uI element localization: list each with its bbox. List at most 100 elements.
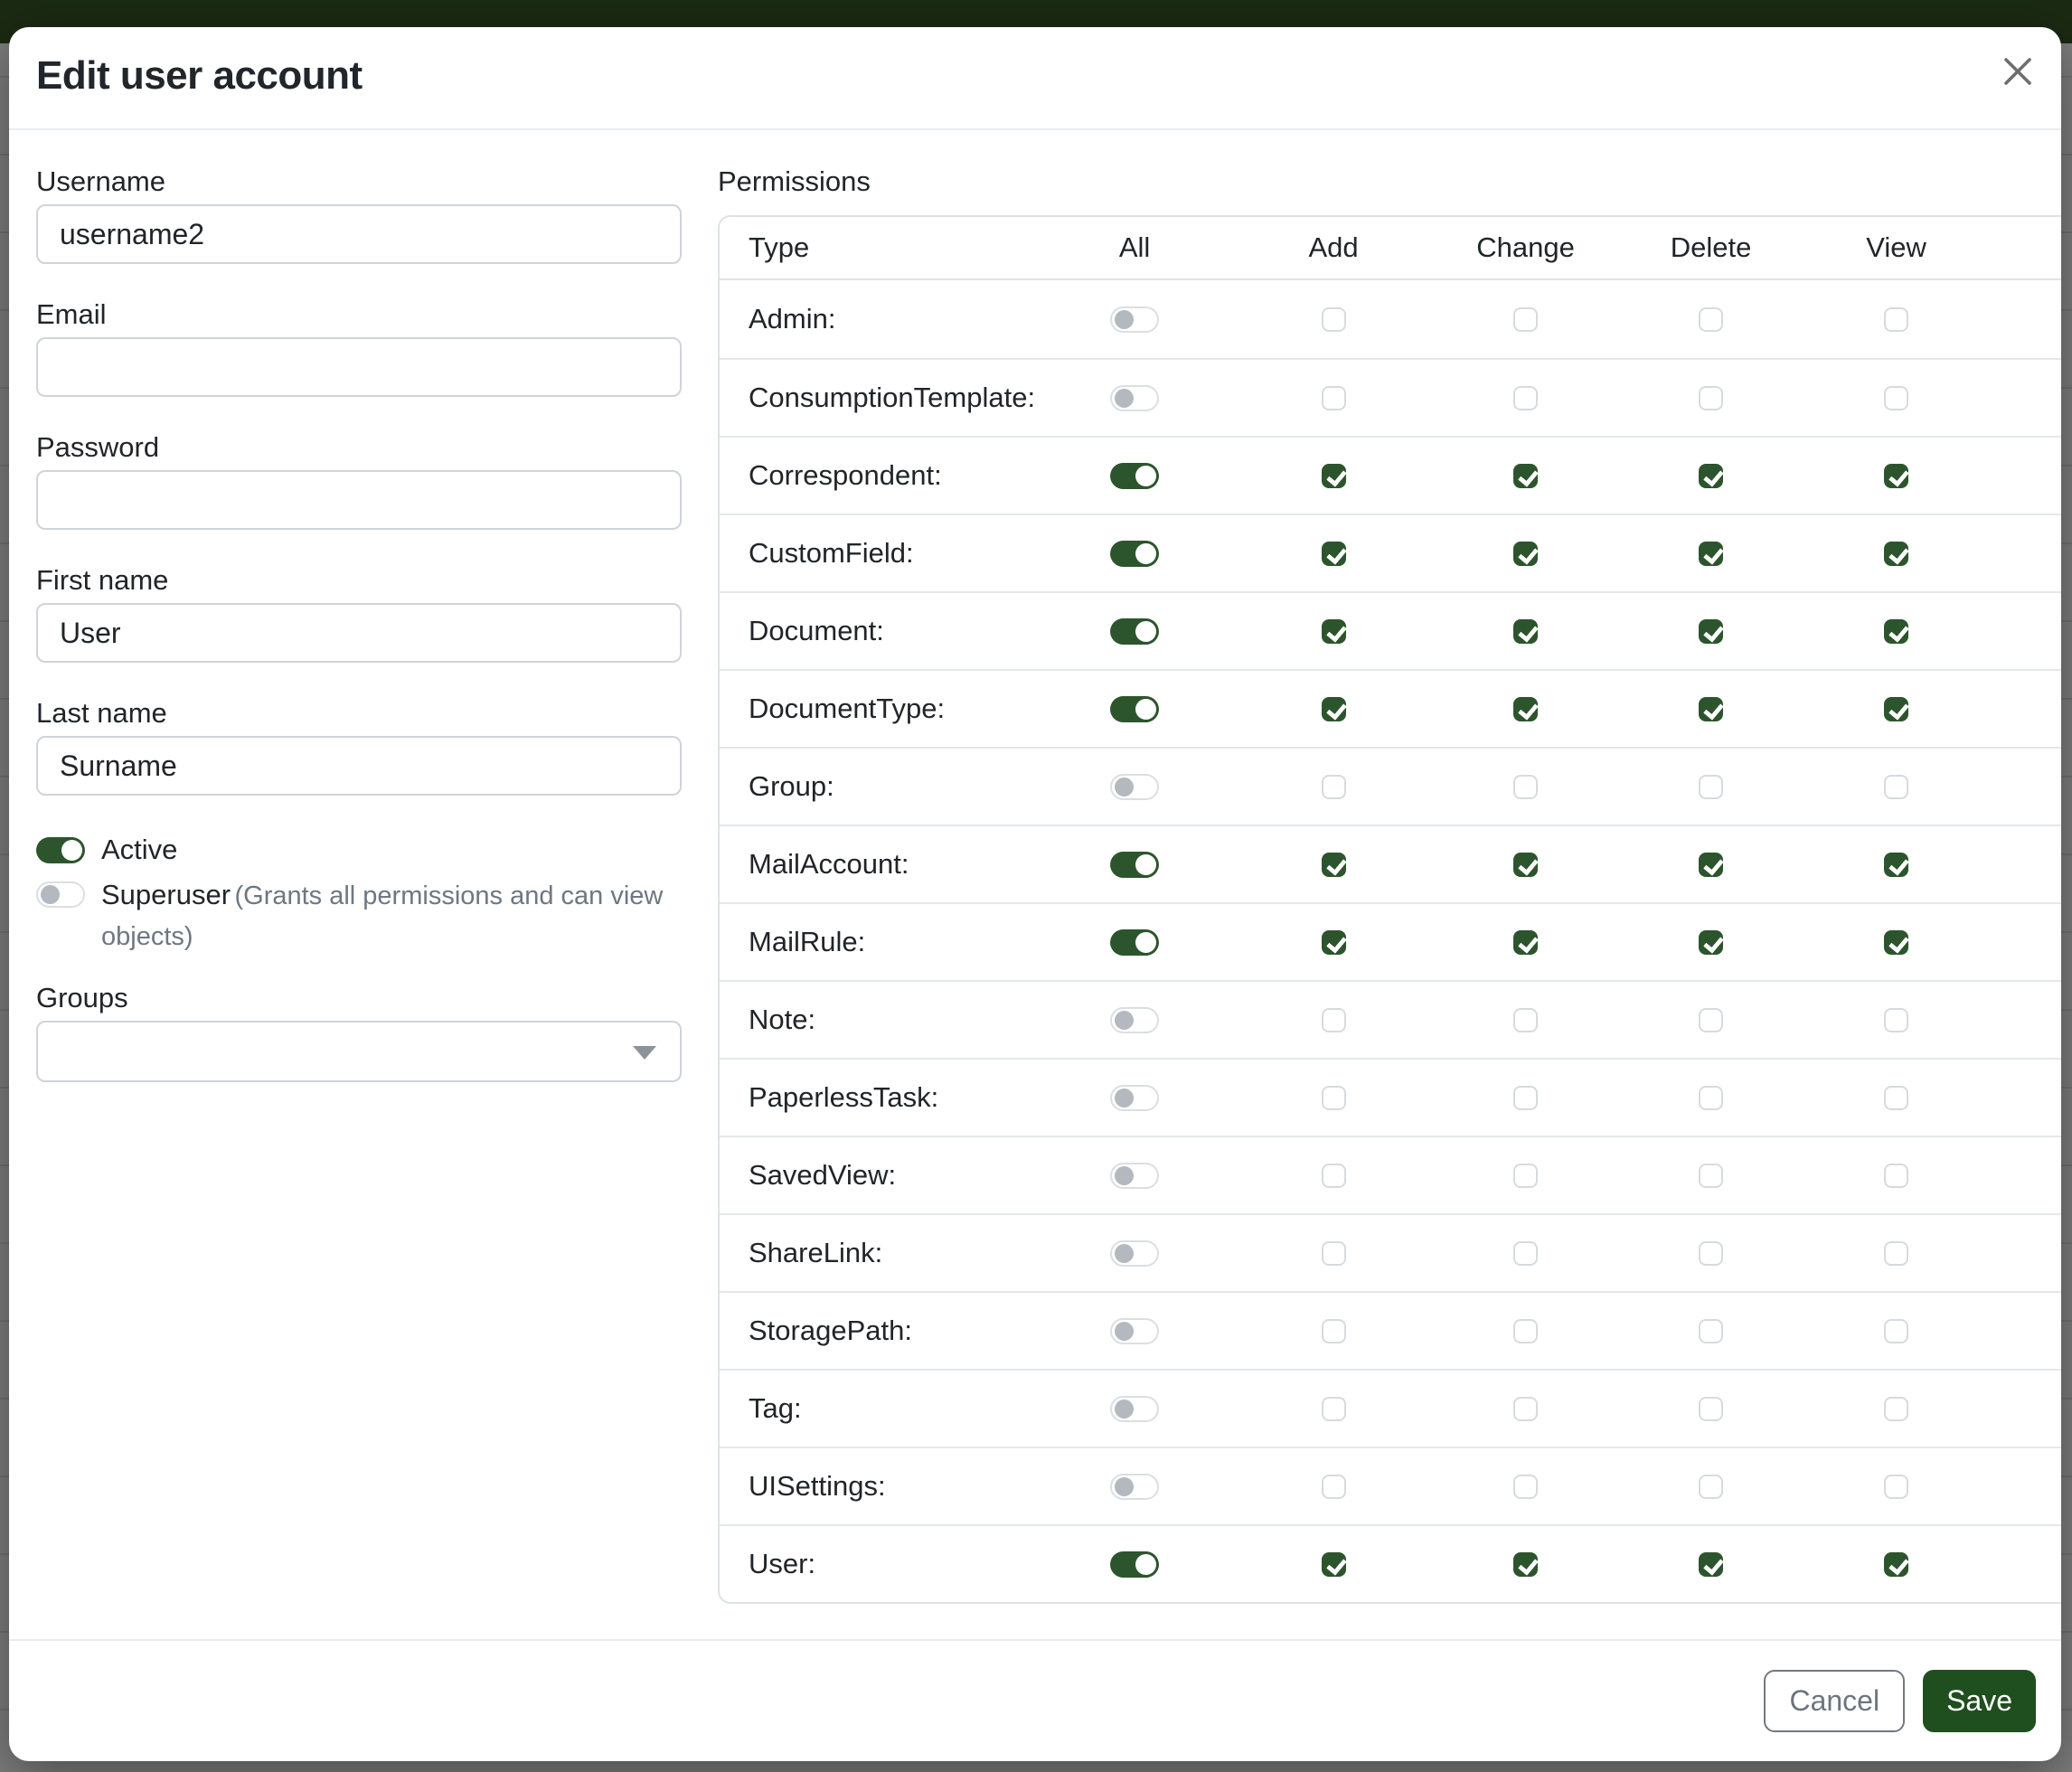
view-checkbox[interactable] [1884,1551,1909,1577]
add-checkbox[interactable] [1321,1240,1346,1266]
delete-checkbox[interactable] [1699,385,1724,410]
change-checkbox[interactable] [1513,1240,1539,1266]
view-checkbox[interactable] [1884,774,1909,799]
all-toggle[interactable] [1110,462,1160,489]
change-checkbox[interactable] [1513,696,1539,721]
dialog-footer: Cancel Save [9,1639,2061,1761]
all-toggle[interactable] [1110,1162,1160,1189]
delete-checkbox[interactable] [1699,1551,1724,1577]
last-name-input[interactable] [36,736,682,796]
delete-checkbox[interactable] [1699,774,1724,799]
all-toggle[interactable] [1110,928,1160,956]
change-checkbox[interactable] [1513,385,1539,410]
add-checkbox[interactable] [1321,463,1346,488]
change-checkbox[interactable] [1513,1551,1539,1577]
all-toggle[interactable] [1110,1317,1160,1344]
view-checkbox[interactable] [1884,852,1909,877]
delete-checkbox[interactable] [1699,929,1724,955]
view-checkbox[interactable] [1884,306,1909,332]
superuser-toggle[interactable] [36,881,85,908]
change-checkbox[interactable] [1513,1474,1539,1499]
view-checkbox[interactable] [1884,1085,1909,1110]
change-checkbox[interactable] [1513,618,1539,644]
active-toggle[interactable] [36,836,85,863]
first-name-input[interactable] [36,603,682,663]
all-toggle[interactable] [1110,1084,1160,1111]
view-checkbox[interactable] [1884,929,1909,955]
email-input[interactable] [36,337,682,397]
all-toggle[interactable] [1110,1550,1160,1578]
add-checkbox[interactable] [1321,929,1346,955]
delete-checkbox[interactable] [1699,696,1724,721]
cancel-button[interactable]: Cancel [1764,1670,1906,1732]
last-name-label: Last name [36,697,167,729]
all-toggle[interactable] [1110,1006,1160,1033]
all-toggle[interactable] [1110,695,1160,722]
change-checkbox[interactable] [1513,929,1539,955]
view-checkbox[interactable] [1884,385,1909,410]
change-checkbox[interactable] [1513,1318,1539,1343]
add-checkbox[interactable] [1321,385,1346,410]
all-toggle[interactable] [1110,540,1160,567]
delete-checkbox[interactable] [1699,1007,1724,1032]
view-checkbox[interactable] [1884,463,1909,488]
add-checkbox[interactable] [1321,1474,1346,1499]
close-button[interactable] [2000,54,2036,90]
delete-checkbox[interactable] [1699,1163,1724,1188]
add-checkbox[interactable] [1321,852,1346,877]
add-checkbox[interactable] [1321,696,1346,721]
view-checkbox[interactable] [1884,1163,1909,1188]
change-checkbox[interactable] [1513,852,1539,877]
add-checkbox[interactable] [1321,306,1346,332]
change-checkbox[interactable] [1513,463,1539,488]
add-checkbox[interactable] [1321,618,1346,644]
delete-checkbox[interactable] [1699,1474,1724,1499]
view-checkbox[interactable] [1884,1240,1909,1266]
all-toggle[interactable] [1110,306,1160,333]
add-checkbox[interactable] [1321,774,1346,799]
view-checkbox[interactable] [1884,1007,1909,1032]
change-checkbox[interactable] [1513,306,1539,332]
add-checkbox[interactable] [1321,1396,1346,1421]
add-checkbox[interactable] [1321,1085,1346,1110]
add-checkbox[interactable] [1321,1551,1346,1577]
view-checkbox[interactable] [1884,1318,1909,1343]
change-checkbox[interactable] [1513,774,1539,799]
delete-checkbox[interactable] [1699,1240,1724,1266]
delete-checkbox[interactable] [1699,1085,1724,1110]
add-checkbox[interactable] [1321,1007,1346,1032]
change-checkbox[interactable] [1513,1007,1539,1032]
change-checkbox[interactable] [1513,1396,1539,1421]
all-toggle[interactable] [1110,773,1160,800]
delete-checkbox[interactable] [1699,1318,1724,1343]
view-checkbox[interactable] [1884,1396,1909,1421]
delete-checkbox[interactable] [1699,463,1724,488]
change-checkbox[interactable] [1513,1163,1539,1188]
delete-checkbox[interactable] [1699,541,1724,566]
all-toggle[interactable] [1110,1239,1160,1267]
delete-checkbox[interactable] [1699,306,1724,332]
save-button[interactable]: Save [1923,1670,2036,1732]
all-toggle[interactable] [1110,1395,1160,1422]
all-toggle[interactable] [1110,851,1160,878]
add-checkbox[interactable] [1321,1163,1346,1188]
view-checkbox[interactable] [1884,696,1909,721]
username-input[interactable] [36,204,682,264]
permission-row: CustomField: [720,514,2061,591]
all-toggle[interactable] [1110,617,1160,645]
view-checkbox[interactable] [1884,618,1909,644]
groups-select[interactable] [36,1021,682,1082]
change-checkbox[interactable] [1513,541,1539,566]
add-checkbox[interactable] [1321,541,1346,566]
view-checkbox[interactable] [1884,541,1909,566]
email-label: Email [36,298,107,330]
view-checkbox[interactable] [1884,1474,1909,1499]
all-toggle[interactable] [1110,1473,1160,1500]
delete-checkbox[interactable] [1699,618,1724,644]
delete-checkbox[interactable] [1699,1396,1724,1421]
password-input[interactable] [36,470,682,530]
delete-checkbox[interactable] [1699,852,1724,877]
all-toggle[interactable] [1110,384,1160,411]
add-checkbox[interactable] [1321,1318,1346,1343]
change-checkbox[interactable] [1513,1085,1539,1110]
